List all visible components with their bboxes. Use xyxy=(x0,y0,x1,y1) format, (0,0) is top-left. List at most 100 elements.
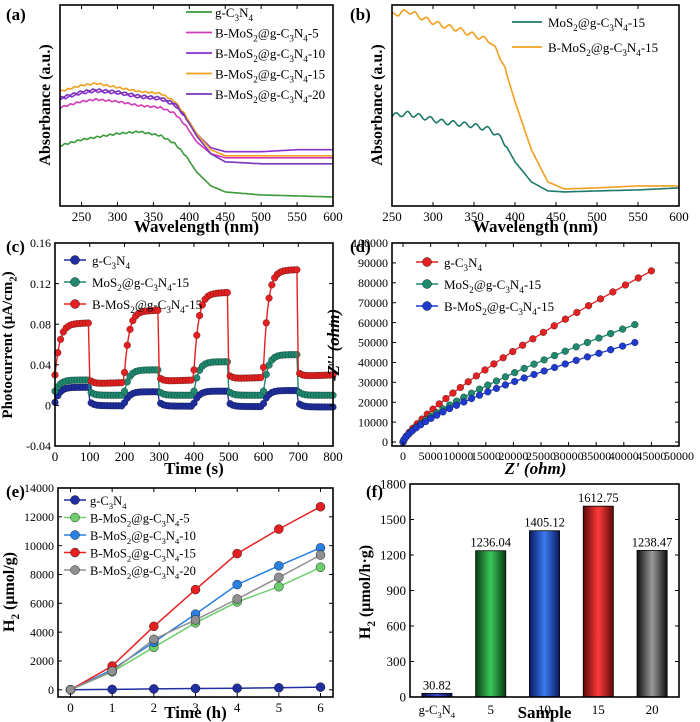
data-point xyxy=(540,367,548,375)
x-tick-label: 300 xyxy=(150,449,170,464)
data-point xyxy=(274,582,284,592)
y-tick-label: 90000 xyxy=(358,256,388,270)
data-point xyxy=(232,594,242,604)
legend-entry: B-MoS2@g-C3N4-10 xyxy=(215,46,325,64)
data-point xyxy=(452,401,461,409)
x-tick-label: 6 xyxy=(317,700,324,715)
data-point xyxy=(456,383,464,392)
y-tick-label: 1500 xyxy=(380,512,406,527)
data-point xyxy=(190,584,201,595)
data-point xyxy=(609,288,617,296)
y-tick-label: 10000 xyxy=(24,539,54,553)
data-point xyxy=(595,349,603,357)
y-tick-label: 80000 xyxy=(358,276,388,290)
x-tick-label: 600 xyxy=(669,209,689,224)
x-tick-label: 30000 xyxy=(554,449,584,463)
legend-entry: g-C3N4 xyxy=(215,5,253,23)
data-point xyxy=(422,418,430,426)
data-point xyxy=(57,335,65,343)
x-tick-label: 250 xyxy=(72,209,92,224)
x-tick-label: 5 xyxy=(487,702,494,717)
data-point xyxy=(484,381,492,389)
data-point xyxy=(595,334,603,342)
x-tick-label: 5000 xyxy=(419,449,443,463)
data-point xyxy=(274,524,284,534)
data-point xyxy=(634,274,642,282)
legend-marker xyxy=(422,257,432,267)
x-tick-label: 45000 xyxy=(636,449,666,463)
y-tick-label: 0.12 xyxy=(30,277,51,291)
x-tick-label: 0 xyxy=(67,700,74,715)
data-point xyxy=(540,356,548,364)
legend-marker xyxy=(70,495,80,505)
y-tick-label: 2000 xyxy=(30,654,54,668)
x-tick-label: 40000 xyxy=(609,449,639,463)
data-point xyxy=(561,360,569,368)
x-tick-label: 0 xyxy=(52,449,59,464)
y-tick-label: 0 xyxy=(45,399,51,413)
legend-entry: B-MoS2@g-C3N4-5 xyxy=(90,512,190,529)
x-tick-label: 0 xyxy=(400,449,406,463)
legend-entry: g-C3N4 xyxy=(92,253,130,271)
data-point xyxy=(550,322,558,330)
panel-label: (c) xyxy=(6,237,25,256)
legend-entry: B-MoS2@g-C3N4-15 xyxy=(548,40,658,58)
data-point xyxy=(607,330,615,338)
x-tick-label: 300 xyxy=(108,209,128,224)
panel-label: (b) xyxy=(350,5,371,24)
x-axis-label: Wavelength (nm) xyxy=(473,217,598,236)
y-tick-label: 6000 xyxy=(30,597,54,611)
data-point xyxy=(475,391,484,399)
data-point xyxy=(492,377,501,385)
y-tick-label: 1200 xyxy=(380,548,406,563)
bar-value-label: 30.82 xyxy=(423,678,451,692)
data-point xyxy=(481,366,489,374)
y-tick-label: 0 xyxy=(48,683,54,697)
y-tick-label: 50000 xyxy=(358,336,388,350)
data-point xyxy=(433,411,441,419)
y-tick-label: 60000 xyxy=(358,316,388,330)
legend-marker xyxy=(70,512,80,523)
legend-entry: B-MoS2@g-C3N4-15 xyxy=(92,297,202,315)
panel-label: (f) xyxy=(366,482,383,501)
x-axis-label: Time (s) xyxy=(164,459,224,478)
data-point xyxy=(259,387,268,395)
data-point xyxy=(149,621,159,632)
legend: g-C3N4 B-MoS2@g-C3N4-5 B-MoS2@g-C3N4-10 B-M… xyxy=(186,5,325,105)
legend-entry: B-MoS2@g-C3N4-20 xyxy=(215,87,325,105)
y-tick-label: 14000 xyxy=(24,481,54,495)
x-tick-label: 400 xyxy=(180,209,200,224)
bar xyxy=(636,550,668,698)
data-point xyxy=(442,395,450,403)
plot-frame xyxy=(391,242,680,447)
y-tick-label: 300 xyxy=(387,654,407,669)
series-line xyxy=(59,130,334,198)
y-tick-label: 100000 xyxy=(352,236,388,250)
x-tick-label: 100 xyxy=(80,449,100,464)
y-tick-label: 30000 xyxy=(358,376,388,390)
y-tick-label: 8000 xyxy=(30,568,54,582)
legend: g-C3N4B-MoS2@g-C3N4-5B-MoS2@g-C3N4-10B-M… xyxy=(64,494,196,581)
x-tick-label: 4 xyxy=(234,700,241,715)
x-tick-label: 500 xyxy=(219,449,239,464)
y-tick-label: 0 xyxy=(382,435,388,449)
legend-entry: MoS2@g-C3N4-15 xyxy=(548,15,645,33)
data-point xyxy=(647,267,655,275)
data-point xyxy=(232,683,242,693)
data-point xyxy=(551,363,559,372)
data-point xyxy=(572,356,580,364)
x-axis-label: Wavelength (nm) xyxy=(134,217,259,236)
data-point xyxy=(65,685,76,695)
data-point xyxy=(274,572,284,583)
series-line xyxy=(391,110,680,193)
y-tick-label: 4000 xyxy=(30,625,54,639)
data-point xyxy=(315,502,326,512)
x-tick-label: 450 xyxy=(546,209,566,224)
data-point xyxy=(187,376,195,384)
panel-label: (a) xyxy=(6,5,26,24)
chart-f: 30.82 g-C3N4 1236.04 5 1405.12 10 1612.75 15 123… xyxy=(357,477,680,722)
legend-marker xyxy=(422,301,432,311)
legend-entry: B-MoS2@g-C3N4-5 xyxy=(215,26,319,44)
legend-entry: MoS2@g-C3N4-15 xyxy=(92,275,189,293)
chart-d: 0 5000 10000150002000025000300003500040000… xyxy=(324,236,694,478)
